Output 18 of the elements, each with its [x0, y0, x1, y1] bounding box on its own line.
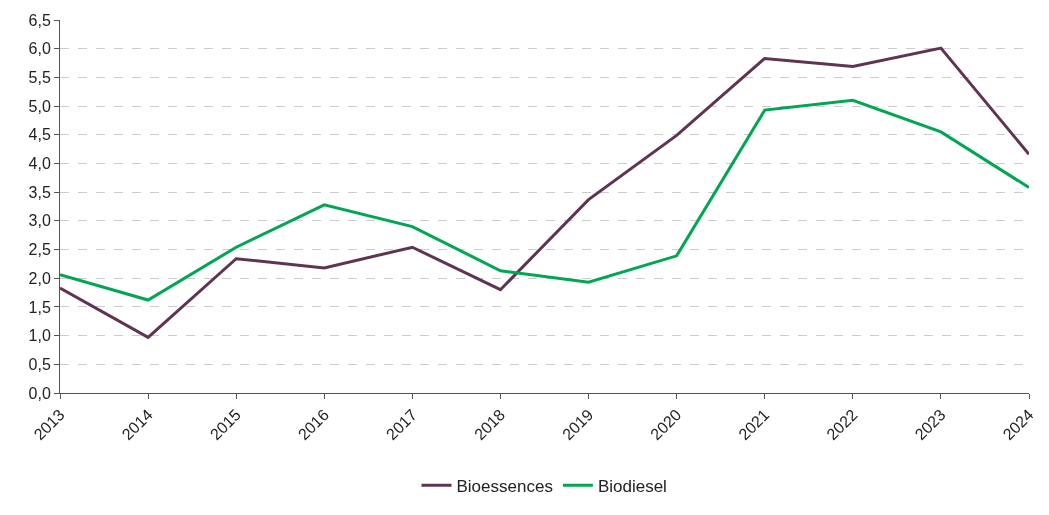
y-tick-label: 6,5 [28, 11, 51, 29]
y-tick-label: 2,5 [28, 241, 51, 259]
line-series [60, 46, 1029, 339]
y-tick-label: 4,5 [28, 126, 51, 144]
y-tick-label: 5,5 [28, 68, 51, 86]
y-tick-label: 2,0 [28, 269, 51, 287]
y-tick-label: 6,0 [28, 40, 51, 58]
y-tick-label: 0,0 [28, 384, 51, 402]
y-tick-label: 4,0 [28, 155, 51, 173]
y-tick-label: 0,5 [28, 355, 51, 373]
y-tick-label: 3,0 [28, 212, 51, 230]
line-series [60, 98, 1029, 302]
y-tick-label: 3,5 [28, 183, 51, 201]
y-tick-label: 1,5 [28, 298, 51, 316]
y-tick-label: 1,0 [28, 327, 51, 345]
legend-label: Biodiesel [597, 476, 667, 496]
legend-label: Bioessences [456, 476, 553, 496]
y-tick-label: 5,0 [28, 97, 51, 115]
